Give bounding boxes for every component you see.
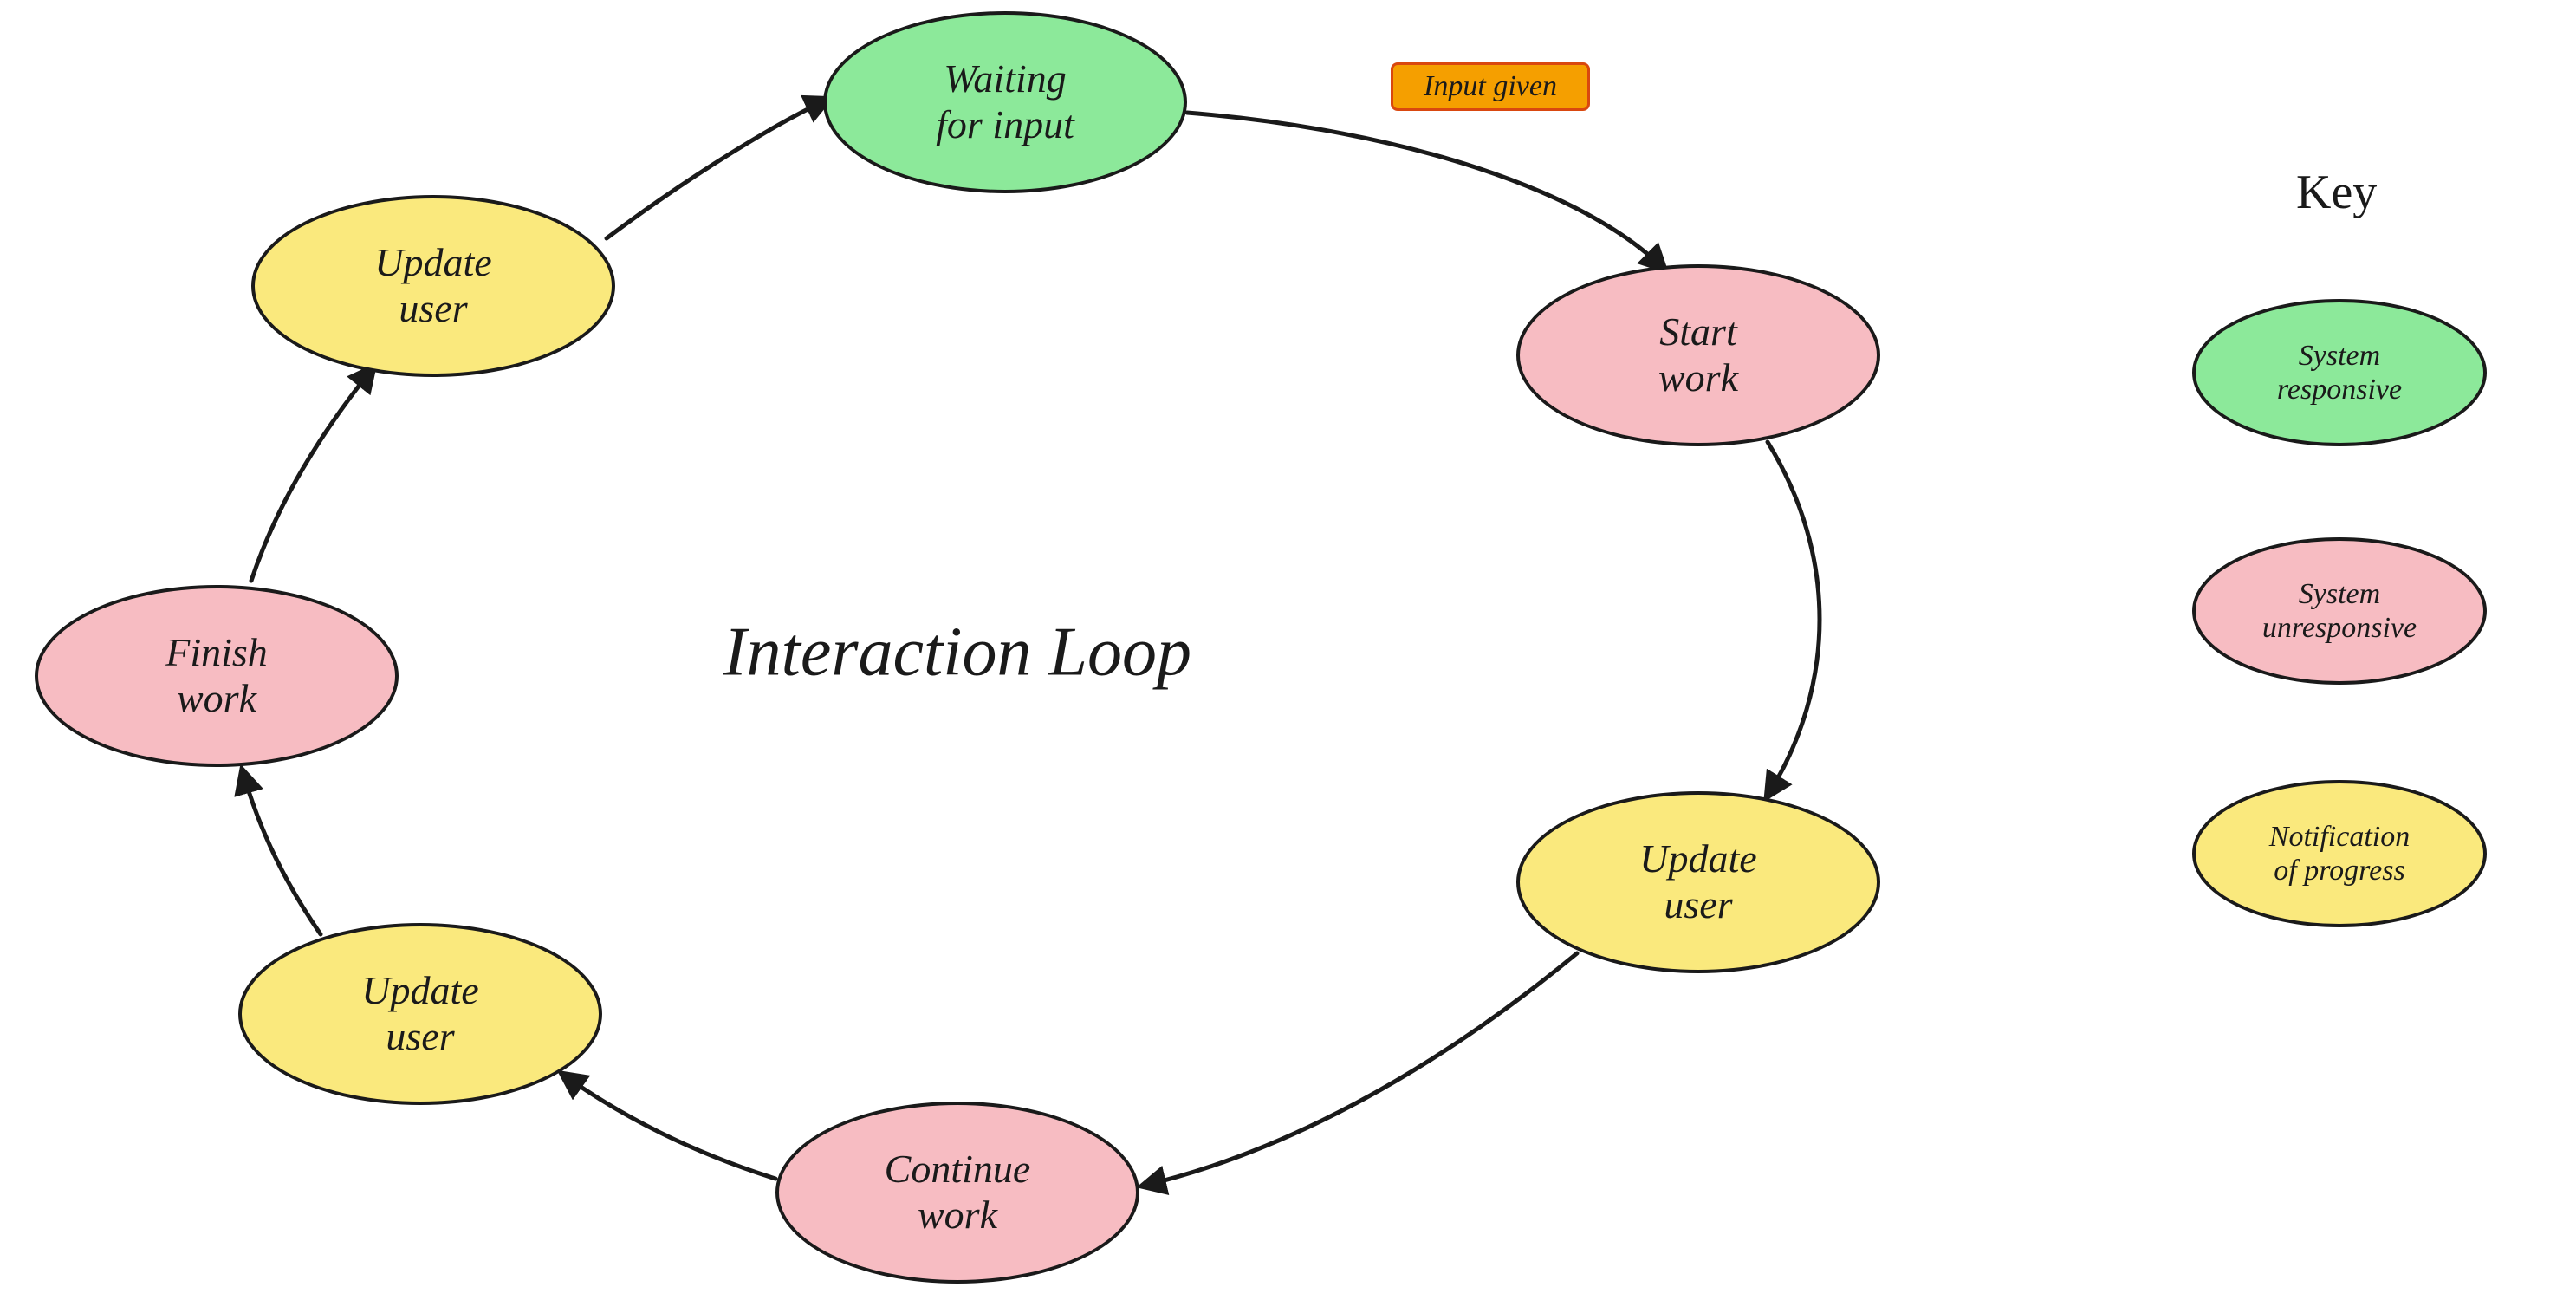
diagram-title: Interaction Loop: [723, 614, 1191, 692]
key-title: Key: [2296, 165, 2377, 220]
edge-continue-to-update2: [563, 1075, 775, 1179]
node-continue: Continue work: [775, 1102, 1139, 1284]
edge-label-waiting-start: Input given: [1391, 62, 1590, 111]
node-update2: Update user: [238, 923, 602, 1105]
node-label: Update user: [374, 240, 491, 332]
key-item-0: System responsive: [2192, 299, 2487, 446]
node-waiting: Waiting for input: [823, 11, 1187, 193]
key-item-1: System unresponsive: [2192, 537, 2487, 685]
edge-start-to-update1: [1768, 442, 1820, 796]
key-item-2: Notification of progress: [2192, 780, 2487, 927]
node-label: Update user: [361, 968, 478, 1060]
node-finish: Finish work: [35, 585, 399, 767]
node-start: Start work: [1516, 264, 1880, 446]
key-item-label: System responsive: [2277, 339, 2402, 406]
edge-finish-to-update3: [251, 368, 373, 581]
edge-update2-to-finish: [243, 771, 321, 934]
key-item-label: System unresponsive: [2262, 577, 2417, 645]
edge-update1-to-continue: [1144, 953, 1577, 1186]
edge-label-text: Input given: [1424, 70, 1557, 103]
node-label: Waiting for input: [936, 56, 1074, 148]
diagram-canvas: Waiting for input Start work Update user Co…: [0, 0, 2576, 1300]
node-update1: Update user: [1516, 791, 1880, 973]
node-label: Finish work: [165, 630, 268, 722]
node-label: Continue work: [885, 1147, 1031, 1238]
node-label: Start work: [1658, 309, 1738, 401]
edge-waiting-to-start: [1187, 113, 1664, 269]
key-item-label: Notification of progress: [2269, 820, 2410, 887]
edge-update3-to-waiting: [607, 100, 827, 238]
node-update3: Update user: [251, 195, 615, 377]
node-label: Update user: [1639, 836, 1756, 928]
